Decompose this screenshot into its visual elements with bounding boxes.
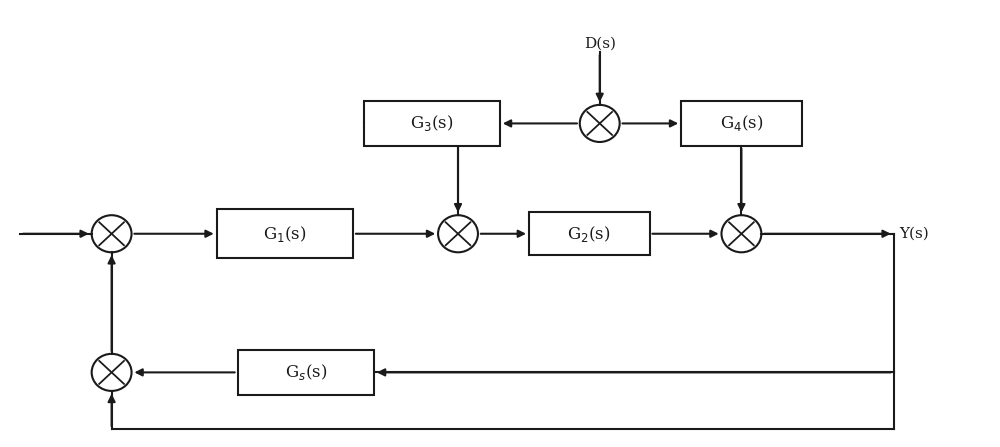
Text: D(s): D(s) <box>584 36 616 50</box>
FancyBboxPatch shape <box>238 350 374 395</box>
Text: G$_3$(s): G$_3$(s) <box>410 114 454 133</box>
FancyBboxPatch shape <box>681 101 802 146</box>
Text: G$_s$(s): G$_s$(s) <box>285 363 327 382</box>
Text: G$_2$(s): G$_2$(s) <box>567 224 611 244</box>
Text: G$_1$(s): G$_1$(s) <box>263 224 307 244</box>
Text: Y(s): Y(s) <box>899 227 929 241</box>
Text: G$_4$(s): G$_4$(s) <box>720 114 763 133</box>
FancyBboxPatch shape <box>529 212 650 255</box>
FancyBboxPatch shape <box>364 101 500 146</box>
FancyBboxPatch shape <box>217 209 353 258</box>
